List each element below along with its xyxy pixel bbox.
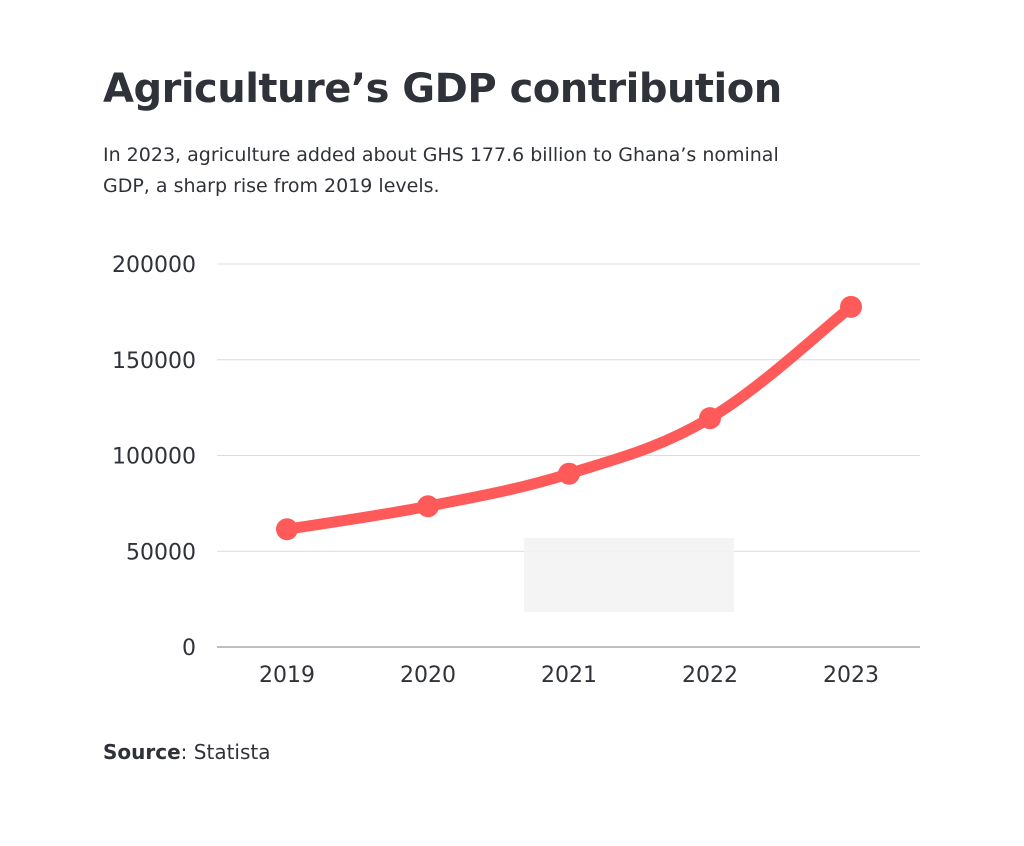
x-tick-label: 2021 bbox=[541, 663, 597, 688]
grid-lines bbox=[217, 263, 920, 648]
data-point-2022 bbox=[699, 407, 721, 430]
page-title: Agriculture’s GDP contribution bbox=[103, 66, 782, 112]
source-label: Source bbox=[103, 740, 181, 764]
y-tick-label: 50000 bbox=[126, 540, 196, 565]
chart-overlay-box bbox=[524, 538, 734, 612]
y-tick-label: 150000 bbox=[112, 349, 196, 374]
y-tick-label: 100000 bbox=[112, 445, 196, 470]
x-tick-label: 2023 bbox=[823, 663, 879, 688]
series-line bbox=[281, 301, 857, 535]
y-tick-label: 0 bbox=[182, 636, 196, 661]
data-point-2019 bbox=[276, 518, 298, 541]
source-note: Source: Statista bbox=[103, 740, 271, 764]
y-tick-label: 200000 bbox=[112, 253, 196, 278]
x-axis-ticks: 2019 2020 2021 2022 2023 bbox=[259, 663, 879, 688]
x-tick-label: 2020 bbox=[400, 663, 456, 688]
source-value: Statista bbox=[193, 740, 271, 764]
y-axis-ticks: 0 50000 100000 150000 200000 bbox=[112, 253, 196, 661]
x-tick-label: 2022 bbox=[682, 663, 738, 688]
data-point-2021 bbox=[558, 462, 580, 485]
data-point-2023 bbox=[840, 295, 862, 318]
data-point-2020 bbox=[417, 495, 439, 518]
page-subtitle: In 2023, agriculture added about GHS 177… bbox=[103, 144, 779, 197]
x-tick-label: 2019 bbox=[259, 663, 315, 688]
source-separator: : bbox=[180, 740, 194, 764]
series-layer bbox=[276, 295, 862, 541]
